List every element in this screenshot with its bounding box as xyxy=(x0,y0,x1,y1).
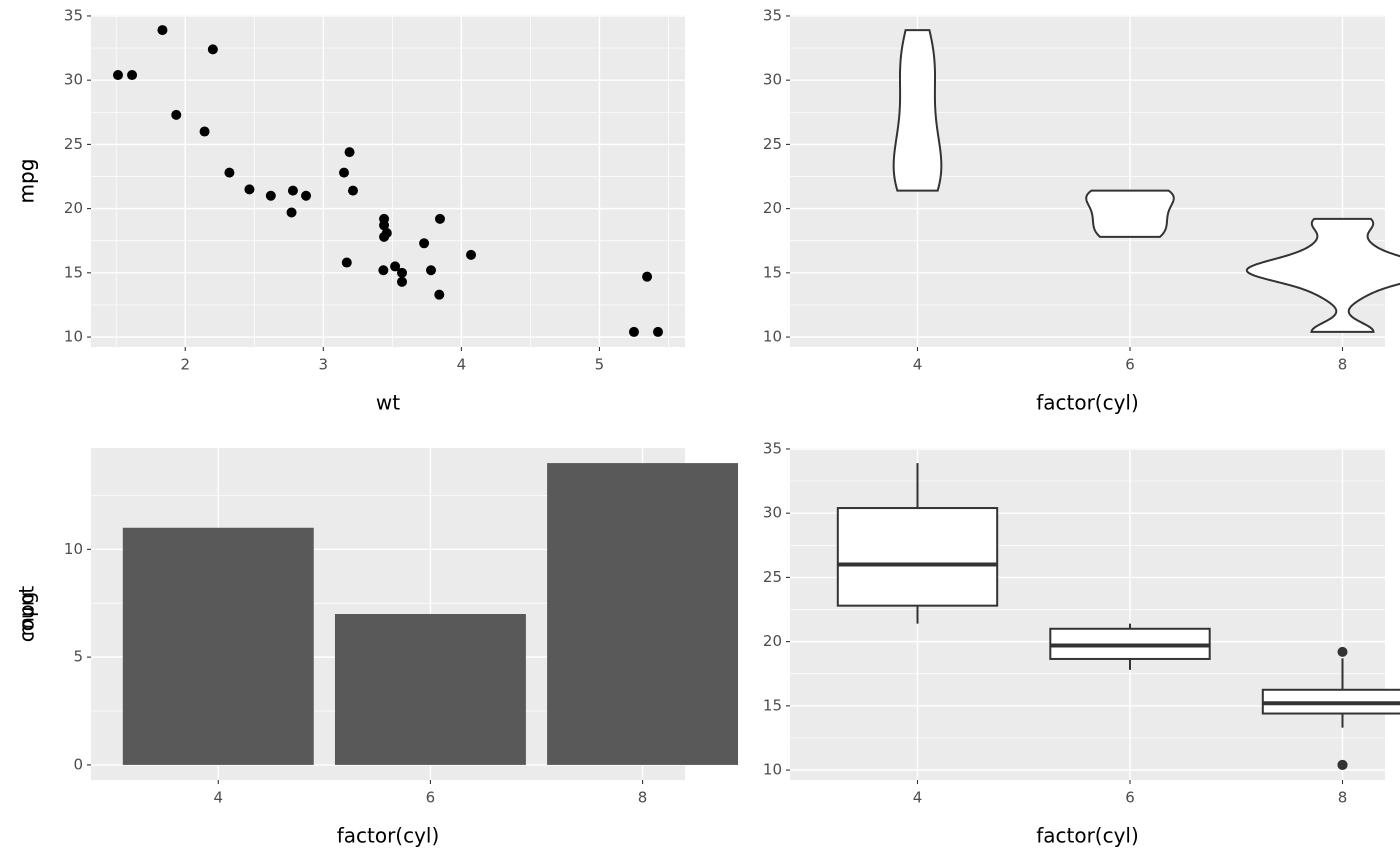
point xyxy=(434,289,445,300)
x-tick-label: 6 xyxy=(1125,356,1135,374)
point xyxy=(397,267,408,278)
panel-background xyxy=(790,15,1385,347)
y-tick-label: 10 xyxy=(64,540,83,558)
point xyxy=(207,44,218,55)
violin xyxy=(1245,217,1400,333)
point xyxy=(642,271,653,282)
y-tick-label: 35 xyxy=(64,6,83,24)
violin xyxy=(892,29,943,192)
point xyxy=(347,185,358,196)
y-tick-label: 25 xyxy=(64,135,83,153)
y-tick-label: 15 xyxy=(763,263,782,281)
point xyxy=(419,238,430,249)
y-tick-label: 25 xyxy=(763,135,782,153)
x-axis-title: factor(cyl) xyxy=(1036,391,1139,415)
x-tick-label: 8 xyxy=(1338,789,1348,807)
violin xyxy=(1085,189,1175,238)
y-tick-label: 20 xyxy=(763,199,782,217)
point xyxy=(287,185,298,196)
point xyxy=(157,25,168,36)
point xyxy=(127,70,138,81)
point xyxy=(378,265,389,276)
y-tick-label: 35 xyxy=(763,6,782,24)
point xyxy=(390,261,401,272)
x-axis-title: wt xyxy=(376,391,400,415)
x-axis-title: factor(cyl) xyxy=(1036,824,1139,848)
y-tick-label: 10 xyxy=(763,328,782,346)
y-axis-title: mpg xyxy=(15,159,39,204)
point xyxy=(434,213,445,224)
x-tick-label: 4 xyxy=(913,789,923,807)
point xyxy=(344,147,355,158)
y-tick-label: 30 xyxy=(64,71,83,89)
y-tick-label: 5 xyxy=(73,648,83,666)
panel-background xyxy=(790,448,1385,780)
y-tick-label: 30 xyxy=(763,71,782,89)
point xyxy=(244,184,255,195)
x-tick-label: 6 xyxy=(1125,789,1135,807)
bar xyxy=(122,527,314,765)
point xyxy=(265,190,276,201)
x-axis-title: factor(cyl) xyxy=(337,824,440,848)
x-tick-label: 8 xyxy=(1338,356,1348,374)
outlier xyxy=(1337,646,1348,657)
point xyxy=(301,190,312,201)
y-tick-label: 15 xyxy=(64,263,83,281)
x-tick-label: 4 xyxy=(457,356,467,374)
point xyxy=(286,207,297,218)
point xyxy=(171,109,182,120)
point xyxy=(112,70,123,81)
point xyxy=(341,257,352,268)
point xyxy=(224,167,235,178)
point xyxy=(397,276,408,287)
outlier xyxy=(1337,759,1348,770)
point xyxy=(652,326,663,337)
point xyxy=(199,126,210,137)
y-axis-title: count xyxy=(15,586,39,643)
y-axis-title: mpg xyxy=(15,159,39,204)
y-tick-label: 10 xyxy=(64,328,83,346)
y-tick-label: 15 xyxy=(763,696,782,714)
x-tick-label: 8 xyxy=(638,789,648,807)
y-tick-label: 20 xyxy=(763,632,782,650)
x-tick-label: 2 xyxy=(180,356,190,374)
bar xyxy=(547,463,739,765)
point xyxy=(379,213,390,224)
box xyxy=(836,507,999,607)
y-tick-label: 20 xyxy=(64,199,83,217)
panel-background xyxy=(91,15,685,347)
point xyxy=(628,326,639,337)
y-axis-title: mpg xyxy=(15,592,39,637)
point xyxy=(339,167,350,178)
point xyxy=(426,265,437,276)
x-tick-label: 4 xyxy=(214,789,224,807)
x-tick-label: 3 xyxy=(319,356,329,374)
y-tick-label: 30 xyxy=(763,504,782,522)
x-tick-label: 5 xyxy=(595,356,605,374)
point xyxy=(379,231,390,242)
point xyxy=(466,249,477,260)
x-tick-label: 4 xyxy=(913,356,923,374)
x-tick-label: 6 xyxy=(426,789,436,807)
y-tick-label: 35 xyxy=(763,439,782,457)
y-tick-label: 0 xyxy=(73,755,83,773)
bar xyxy=(334,614,526,765)
y-tick-label: 10 xyxy=(763,761,782,779)
y-tick-label: 25 xyxy=(763,568,782,586)
